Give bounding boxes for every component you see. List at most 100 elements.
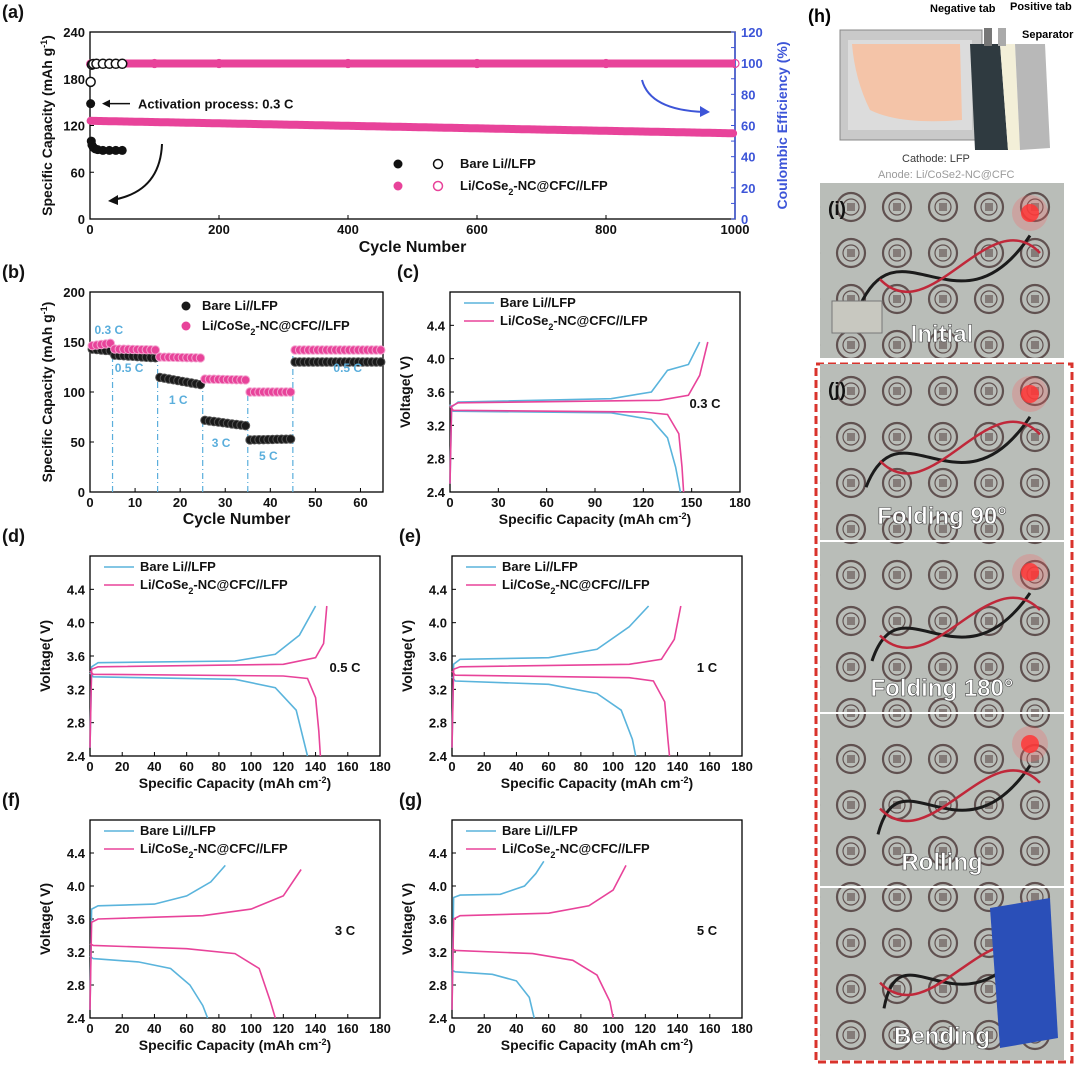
- cose-efficiency-point: [343, 58, 353, 69]
- y2-tick-label: 60: [741, 119, 755, 134]
- y-tick-label: 3.2: [429, 682, 447, 697]
- cose-point: [285, 387, 296, 397]
- x-tick-label: 40: [509, 1021, 523, 1036]
- x-tick-label: 120: [272, 759, 294, 774]
- cose-capacity-point: [733, 131, 737, 136]
- x-axis-label: Specific Capacity (mAh cm-2): [501, 775, 693, 791]
- x-tick-label: 120: [634, 759, 656, 774]
- cose-efficiency-point: [472, 58, 482, 69]
- legend-marker-capacity: [393, 159, 403, 169]
- cose-capacity-point: [539, 128, 544, 133]
- cose-capacity-point: [410, 126, 415, 131]
- x-tick-label: 50: [308, 495, 322, 510]
- chart-panel-e: (e) 0 20 40 60 80 100 120 140 160 180 2.4 2.8 3.2 3.6 4…: [399, 526, 753, 791]
- x-tick-label: 0: [86, 1021, 93, 1036]
- x-tick-label: 0: [86, 222, 93, 237]
- y-tick-label: 4.4: [67, 846, 86, 861]
- x-tick-label: 160: [337, 1021, 359, 1036]
- panel-label-h: (h): [808, 6, 831, 26]
- bare-point: [376, 357, 386, 367]
- legend-entry: Li/CoSe2-NC@CFC//LFP: [502, 841, 650, 860]
- x-tick-label: 0: [446, 495, 453, 510]
- wire: [879, 769, 1041, 823]
- x-tick-label: 140: [667, 759, 689, 774]
- x-tick-label: 80: [212, 759, 226, 774]
- rate-label: 1 C: [169, 393, 188, 407]
- x-tick-label: 140: [305, 1021, 327, 1036]
- x-tick-label: 60: [541, 759, 555, 774]
- photo-panel: Rolling: [820, 714, 1064, 886]
- panel-label-g: (g): [399, 790, 422, 810]
- y2-tick-label: 40: [741, 150, 755, 165]
- y-tick-label: 3.2: [429, 945, 447, 960]
- x-tick-label: 40: [509, 759, 523, 774]
- x-tick-label: 60: [539, 495, 553, 510]
- y2-axis-label: Coulombic Efficiency (%): [774, 41, 790, 209]
- annotation-text: Activation process: 0.3 C: [138, 97, 294, 112]
- negative-tab-label: Negative tab: [930, 3, 996, 15]
- y-tick-label: 4.0: [427, 352, 445, 367]
- y-tick-label: 4.4: [429, 846, 448, 861]
- x-tick-label: 30: [218, 495, 232, 510]
- cose-point: [150, 345, 161, 355]
- legend-marker: [181, 321, 191, 331]
- y-tick-label: 4.0: [67, 879, 85, 894]
- discharge-curve: [89, 943, 277, 1019]
- x-tick-label: 140: [305, 759, 327, 774]
- legend-entry: Bare Li//LFP: [500, 295, 576, 310]
- y-tick-label: 150: [63, 335, 85, 350]
- x-tick-label: 160: [337, 759, 359, 774]
- legend-marker: [181, 301, 191, 311]
- y-tick-label: 3.2: [67, 945, 85, 960]
- cose-efficiency-point: [730, 58, 740, 69]
- x-tick-label: 40: [147, 759, 161, 774]
- x-tick-label: 180: [369, 759, 391, 774]
- y-tick-label: 180: [63, 72, 85, 87]
- y-tick-label: 240: [63, 25, 85, 40]
- charge-curve: [89, 605, 328, 748]
- legend-marker-capacity: [393, 181, 403, 191]
- cose-efficiency-point: [601, 58, 611, 69]
- x-tick-label: 180: [729, 495, 751, 510]
- rate-label: 0.5 C: [115, 361, 144, 375]
- anode-label: Anode: Li/CoSe2-NC@CFC: [878, 169, 1015, 181]
- wire: [879, 420, 1041, 475]
- bare-efficiency-point: [117, 58, 128, 70]
- x-axis-label: Specific Capacity (mAh cm-2): [501, 1037, 693, 1053]
- bare-capacity-point: [104, 145, 114, 155]
- x-tick-label: 400: [337, 222, 359, 237]
- x-tick-label: 20: [173, 495, 187, 510]
- chart-panel-b: (b) 0 10 20 30 40 50 60 0 50 100 150 200 Cycle Number…: [2, 262, 386, 528]
- photo-panel-label: (i): [828, 199, 846, 220]
- y-tick-label: 2.8: [67, 978, 85, 993]
- y-axis-label: Specific Capacity (mAh g-1): [39, 35, 55, 216]
- y-tick-label: 2.4: [67, 749, 86, 764]
- cose-capacity-point: [346, 125, 350, 130]
- legend-entry: Bare Li//LFP: [140, 823, 216, 838]
- y-axis-label: Voltage( V): [37, 883, 53, 955]
- x-tick-label: 600: [466, 222, 488, 237]
- y-axis-label: Voltage( V): [399, 883, 415, 955]
- y-axis-label: Voltage( V): [397, 356, 413, 428]
- x-tick-label: 180: [731, 1021, 753, 1036]
- x-tick-label: 100: [602, 1021, 624, 1036]
- y-tick-label: 4.4: [429, 582, 448, 597]
- photo-caption: Bending: [894, 1023, 990, 1050]
- bent-battery: [990, 898, 1058, 1048]
- x-tick-label: 60: [179, 1021, 193, 1036]
- y-tick-label: 4.0: [67, 616, 85, 631]
- wire: [876, 764, 1032, 835]
- led-glow: [1012, 195, 1048, 231]
- cose-capacity-point: [281, 123, 286, 128]
- x-tick-label: 10: [128, 495, 142, 510]
- y-tick-label: 3.2: [67, 682, 85, 697]
- legend-entry: Bare Li//LFP: [460, 156, 536, 171]
- cathode-label: Cathode: LFP: [902, 153, 970, 165]
- x-tick-label: 200: [208, 222, 230, 237]
- cose-efficiency-point: [214, 58, 224, 69]
- wire: [879, 239, 1041, 294]
- led-light: [1021, 563, 1039, 581]
- y-tick-label: 4.4: [67, 582, 86, 597]
- bare-capacity-point: [111, 145, 121, 155]
- led-glow: [1012, 554, 1048, 590]
